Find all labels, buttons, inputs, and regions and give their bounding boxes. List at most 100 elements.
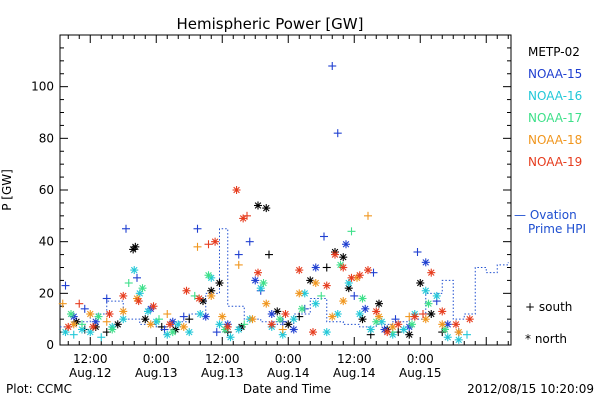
data-point-noaa-16-north xyxy=(119,315,128,324)
data-point-noaa-16-north xyxy=(454,335,463,344)
data-point-noaa-19-north xyxy=(452,320,460,329)
data-point-noaa-19-north xyxy=(309,328,317,337)
data-point-noaa-16-north xyxy=(421,286,430,295)
x-tick-date-label: Aug.14 xyxy=(333,366,376,380)
data-point-noaa-19-north xyxy=(267,320,276,329)
data-point-noaa-17-south xyxy=(124,279,133,287)
legend-ovation-line1: — Ovation xyxy=(514,208,577,222)
data-point-noaa-19-north xyxy=(364,266,372,275)
data-point-noaa-17-south xyxy=(78,320,86,329)
data-point-noaa-19-north xyxy=(355,271,364,280)
data-point-noaa-18-north xyxy=(86,310,95,318)
data-point-metp-02-north xyxy=(339,253,348,262)
data-point-noaa-19-north xyxy=(339,263,348,272)
data-point-noaa-17-north xyxy=(276,315,284,324)
data-point-noaa-16-south xyxy=(69,330,78,339)
data-point-noaa-18-south xyxy=(193,242,202,251)
data-point-metp-02-south xyxy=(322,263,331,272)
y-axis-label: P [GW] xyxy=(0,169,14,211)
data-point-noaa-15-north xyxy=(311,263,320,272)
data-point-noaa-17-north xyxy=(298,304,306,313)
data-point-noaa-19-north xyxy=(281,310,290,318)
data-point-noaa-17-south xyxy=(190,291,199,300)
data-point-noaa-17-north xyxy=(259,279,268,287)
data-point-metp-02-north xyxy=(141,315,150,324)
x-tick-time-label: 0:00 xyxy=(143,352,170,366)
x-tick-time-label: 0:00 xyxy=(275,352,302,366)
data-point-noaa-19-north xyxy=(410,312,419,321)
legend-entry-noaa-19: NOAA-19 xyxy=(528,155,582,169)
legend-ovation-line2: Prime HPI xyxy=(528,222,586,236)
data-point-noaa-18-north xyxy=(262,299,271,308)
data-point-noaa-18-north xyxy=(454,328,463,337)
data-point-noaa-19-south xyxy=(419,310,427,318)
x-axis-label: Date and Time xyxy=(243,382,331,396)
data-point-noaa-19-north xyxy=(465,315,474,324)
y-tick-label: 100 xyxy=(31,80,54,94)
data-point-noaa-18-south xyxy=(58,299,67,308)
y-tick-label: 0 xyxy=(46,338,54,352)
data-point-metp-02-north xyxy=(358,315,367,324)
data-point-metp-02-north xyxy=(254,201,262,210)
data-point-metp-02-north xyxy=(262,204,271,213)
data-point-metp-02-north xyxy=(215,279,224,287)
data-point-noaa-19-north xyxy=(394,320,403,329)
data-point-noaa-18-north xyxy=(146,320,155,329)
data-point-noaa-19-north xyxy=(195,294,204,303)
data-point-noaa-15-south xyxy=(320,232,328,241)
data-point-metp-02-south xyxy=(265,250,273,259)
data-point-noaa-19-north xyxy=(295,266,304,275)
data-point-noaa-19-north xyxy=(427,268,436,277)
data-point-noaa-19-north xyxy=(182,286,191,295)
data-point-noaa-17-north xyxy=(108,325,117,334)
y-tick-label: 20 xyxy=(39,286,54,300)
data-point-noaa-18-north xyxy=(328,312,337,321)
x-tick-date-label: Aug.12 xyxy=(69,366,112,380)
data-point-noaa-15-south xyxy=(328,62,337,70)
data-point-noaa-16-north xyxy=(322,328,331,337)
data-points xyxy=(58,62,474,344)
data-point-noaa-15-north xyxy=(267,310,276,318)
data-point-noaa-18-south xyxy=(234,260,243,269)
data-point-noaa-19-north xyxy=(223,322,232,331)
data-point-metp-02-north xyxy=(375,299,383,308)
data-point-noaa-19-south xyxy=(243,211,251,220)
legend-marker-north: * north xyxy=(525,332,567,346)
legend: METP-02 NOAA-15 NOAA-16 NOAA-17 NOAA-18 NOAA-… xyxy=(514,45,586,346)
data-point-noaa-19-north xyxy=(166,320,174,329)
data-point-noaa-19-north xyxy=(232,186,241,194)
data-point-noaa-16-north xyxy=(234,325,243,334)
data-point-noaa-15-south xyxy=(245,237,254,246)
data-point-noaa-17-north xyxy=(408,320,416,329)
x-tick-date-label: Aug.13 xyxy=(135,366,178,380)
data-point-noaa-18-north xyxy=(339,297,348,306)
data-point-noaa-15-north xyxy=(289,325,298,334)
data-point-noaa-19-south xyxy=(75,299,84,308)
data-point-noaa-16-north xyxy=(130,266,139,275)
data-point-noaa-18-north xyxy=(295,289,304,298)
data-point-noaa-19-north xyxy=(105,310,114,318)
ovation-hpi-line xyxy=(60,228,509,328)
y-tick-label: 80 xyxy=(39,131,54,145)
data-point-noaa-17-north xyxy=(358,294,367,303)
data-point-noaa-19-north xyxy=(438,307,447,316)
plot-timestamp: 2012/08/15 10:20:09 xyxy=(467,382,594,396)
data-point-noaa-18-north xyxy=(421,315,430,324)
data-point-noaa-15-south xyxy=(413,248,422,256)
data-point-noaa-15-south xyxy=(234,250,243,259)
legend-entry-noaa-15: NOAA-15 xyxy=(528,67,582,81)
x-tick-time-label: 12:00 xyxy=(73,352,108,366)
data-point-noaa-15-south xyxy=(350,291,359,300)
data-point-noaa-18-north xyxy=(119,307,128,316)
data-point-noaa-15-south xyxy=(102,294,111,303)
data-point-noaa-19-south xyxy=(204,240,213,249)
data-point-noaa-19-north xyxy=(149,302,158,311)
data-point-noaa-18-north xyxy=(218,312,227,321)
data-point-noaa-18-south xyxy=(102,317,111,326)
x-tick-time-label: 12:00 xyxy=(337,352,372,366)
data-point-noaa-17-north xyxy=(138,284,147,293)
data-point-noaa-15-south xyxy=(193,224,202,233)
y-tick-label: 40 xyxy=(39,235,54,249)
data-point-noaa-15-north xyxy=(361,304,370,313)
